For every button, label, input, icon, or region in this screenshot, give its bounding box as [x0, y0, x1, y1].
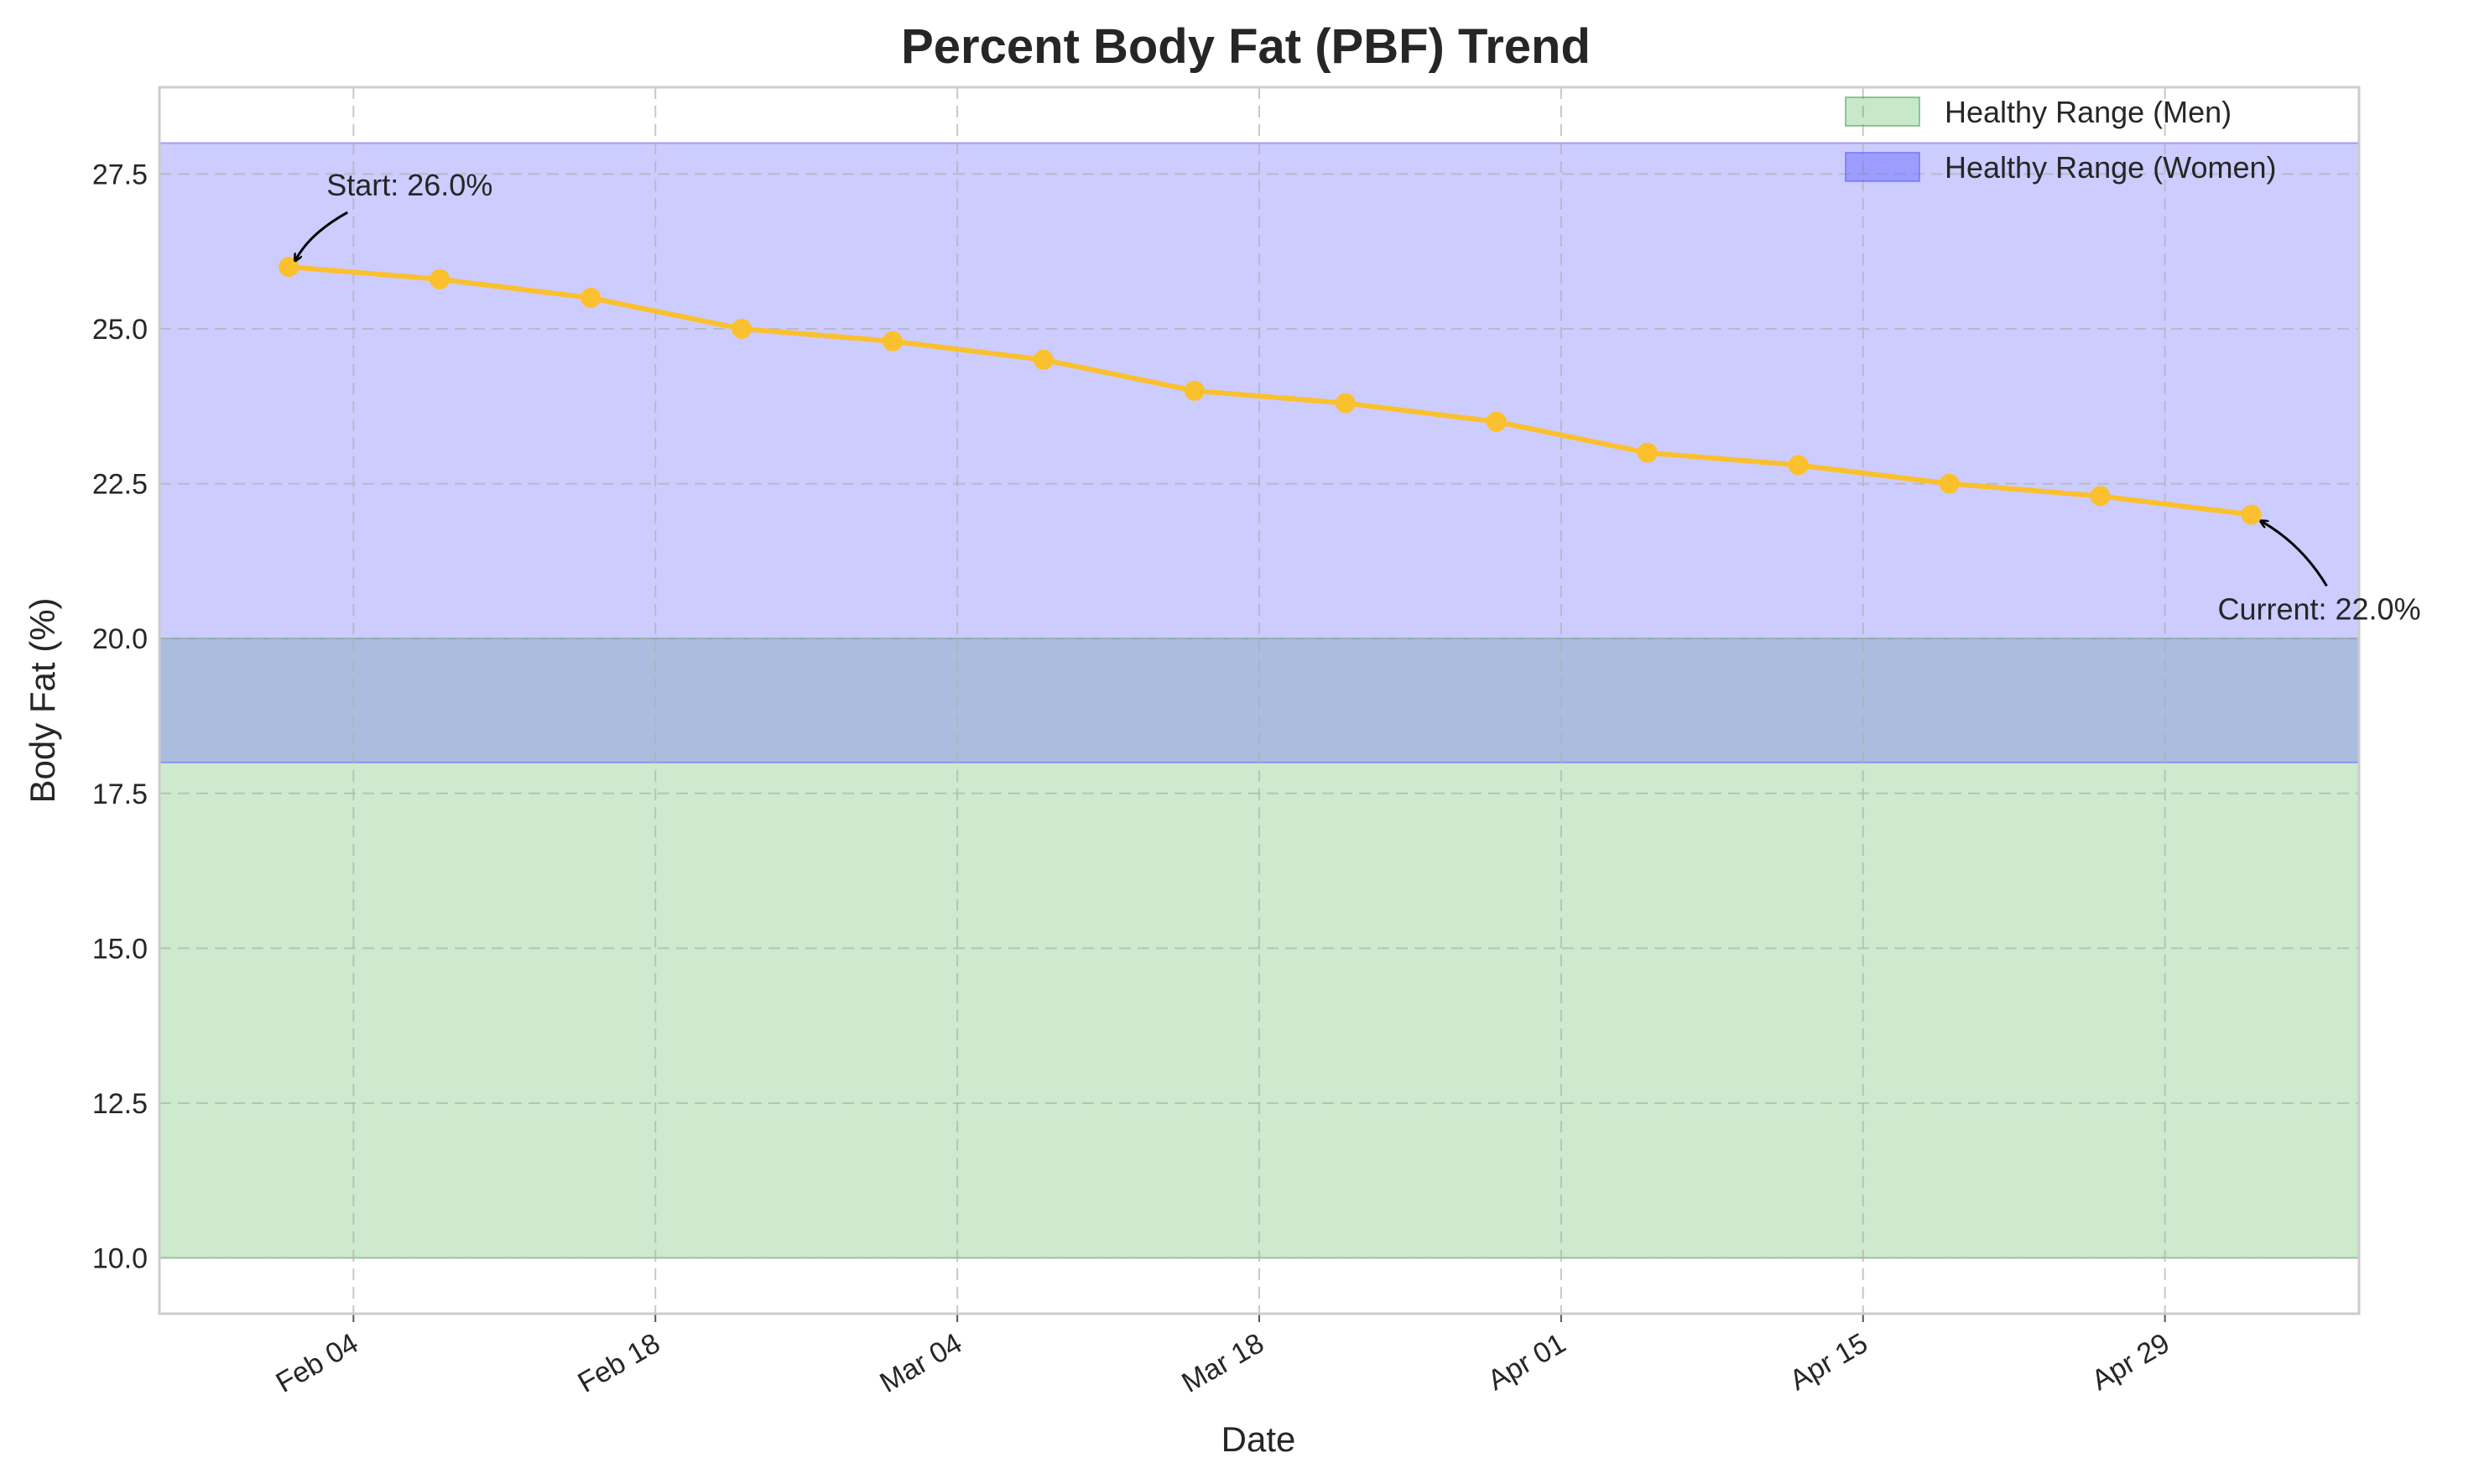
data-point	[1939, 473, 1960, 494]
current-annotation-arrow	[2261, 521, 2328, 587]
y-tick-label: 20.0	[92, 623, 148, 655]
x-axis-label: Date	[1221, 1419, 1296, 1459]
y-tick-label: 12.5	[92, 1088, 148, 1120]
legend-label-women: Healthy Range (Women)	[1945, 150, 2277, 185]
start-annotation: Start: 26.0%	[326, 168, 492, 202]
legend-swatch-men	[1845, 96, 1920, 127]
data-point	[732, 318, 753, 339]
data-point	[581, 288, 602, 309]
y-axis-label: Body Fat (%)	[23, 597, 62, 803]
annotation-layer: Start: 26.0% Current: 22.0%	[295, 168, 2421, 626]
data-point	[1788, 455, 1809, 476]
y-tick-label: 25.0	[92, 314, 148, 346]
grid-layer	[159, 87, 2359, 1314]
current-annotation: Current: 22.0%	[2217, 591, 2420, 626]
data-point	[430, 268, 450, 289]
data-point	[1184, 380, 1205, 401]
y-tick-label: 27.5	[92, 159, 148, 190]
legend-label-men: Healthy Range (Men)	[1945, 95, 2232, 129]
data-point	[2241, 504, 2262, 525]
y-tick-label: 10.0	[92, 1243, 148, 1275]
data-point	[2090, 486, 2111, 507]
plot-frame	[158, 86, 2361, 1315]
chart-title: Percent Body Fat (PBF) Trend	[901, 19, 1591, 74]
start-annotation-arrow	[295, 211, 348, 260]
data-point	[1486, 411, 1507, 432]
series-layer	[279, 257, 2262, 525]
legend: Healthy Range (Men) Healthy Range (Women)	[1845, 95, 2277, 185]
data-point	[883, 331, 903, 351]
y-tick-label: 15.0	[92, 933, 148, 965]
y-tick-label: 22.5	[92, 469, 148, 501]
legend-swatch-women	[1845, 152, 1920, 182]
pbf-line	[286, 264, 2254, 518]
y-tick-label: 17.5	[92, 778, 148, 810]
data-point	[1335, 393, 1356, 414]
data-point	[1637, 442, 1658, 463]
data-point	[1033, 349, 1054, 370]
